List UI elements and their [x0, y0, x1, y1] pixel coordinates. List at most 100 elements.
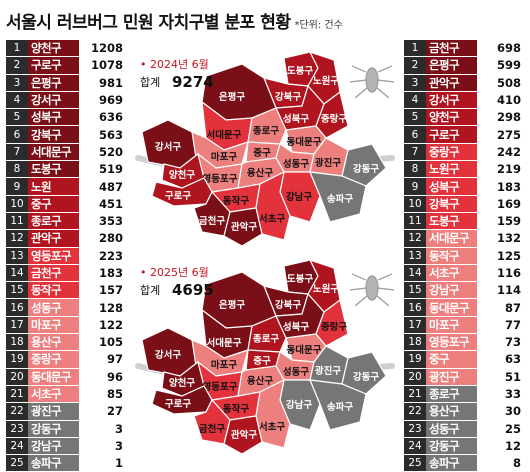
row-rank: 9	[6, 177, 28, 196]
row-name: 도봉구	[426, 212, 477, 231]
row-value: 116	[477, 264, 524, 283]
row-value: 508	[477, 74, 524, 92]
row-rank: 17	[404, 316, 426, 335]
table-row: 20 광진구 51	[404, 368, 524, 386]
map-total-value: 4695	[172, 281, 214, 299]
row-rank: 18	[404, 333, 426, 352]
map-period-label: • 2024년 6월	[140, 58, 209, 71]
row-name: 노원	[28, 177, 79, 196]
row-value: 280	[79, 229, 126, 248]
map-total-label: 합계	[140, 76, 160, 89]
district-5	[315, 298, 349, 347]
row-value: 219	[477, 160, 524, 179]
row-name: 영등포구	[28, 247, 79, 265]
seoul-maps: 도봉구 노원구 강북구 은평구 성북구 중랑구 서대문구 종로구 동대문구 강서구 마포구 중구 성동구…	[130, 40, 402, 466]
table-row: 8 도봉구 519	[6, 160, 126, 179]
row-value: 27	[79, 402, 126, 421]
district-label: 영등포구	[203, 381, 238, 393]
row-value: 1208	[79, 40, 126, 58]
district-7	[247, 107, 287, 145]
row-rank: 16	[6, 298, 28, 317]
district-label: 강서구	[155, 141, 181, 153]
row-name: 광진구	[426, 368, 477, 386]
district-label: 구로구	[165, 399, 191, 410]
table-row: 19 중구 63	[404, 350, 524, 369]
row-name: 중랑구	[426, 143, 477, 162]
row-rank: 22	[6, 402, 28, 421]
district-label: 강남구	[286, 191, 312, 203]
table-row: 4 강서구 410	[404, 91, 524, 110]
map-total-value: 9274	[172, 73, 214, 91]
row-name: 마포구	[426, 316, 477, 335]
chart-title: 서울시 러브버그 민원 자치구별 분포 현황 *단위: 건수	[6, 8, 343, 33]
table-row: 22 용산구 30	[404, 402, 524, 421]
district-label: 성북구	[283, 113, 309, 125]
row-value: 519	[79, 160, 126, 179]
district-label: 강북구	[275, 299, 301, 311]
table-row: 3 은평구 981	[6, 74, 126, 92]
district-label: 서초구	[259, 421, 285, 433]
district-label: 관악구	[231, 429, 257, 441]
district-label: 관악구	[231, 221, 257, 233]
row-rank: 19	[404, 350, 426, 369]
row-rank: 11	[6, 212, 28, 231]
row-rank: 5	[6, 108, 28, 127]
row-value: 114	[477, 281, 524, 300]
row-name: 동대문구	[28, 368, 79, 386]
table-row: 21 종로구 33	[404, 385, 524, 404]
table-row: 12 관악구 280	[6, 229, 126, 248]
row-rank: 19	[6, 350, 28, 369]
row-value: 51	[477, 368, 524, 386]
row-value: 3	[79, 437, 126, 456]
row-rank: 17	[6, 316, 28, 335]
district-label: 종로구	[253, 126, 279, 137]
row-rank: 3	[6, 74, 28, 92]
row-name: 중구	[28, 195, 79, 213]
table-row: 13 영등포구 223	[6, 247, 126, 265]
row-name: 성북구	[426, 177, 477, 196]
row-value: 242	[477, 143, 524, 162]
row-value: 636	[79, 108, 126, 127]
district-label: 종로구	[253, 334, 279, 345]
district-5	[315, 90, 349, 139]
district-label: 중랑구	[321, 321, 347, 333]
row-value: 1078	[79, 56, 126, 75]
district-label: 성동구	[283, 158, 309, 170]
table-row: 4 강서구 969	[6, 91, 126, 110]
table-row: 7 서대문구 520	[6, 143, 126, 162]
row-rank: 15	[404, 281, 426, 300]
table-row: 13 동작구 125	[404, 247, 524, 265]
row-value: 122	[79, 316, 126, 335]
row-value: 599	[477, 56, 524, 75]
row-rank: 20	[6, 368, 28, 386]
row-rank: 6	[6, 125, 28, 144]
row-name: 마포구	[28, 316, 79, 335]
row-value: 698	[477, 40, 524, 58]
row-rank: 23	[6, 420, 28, 438]
row-rank: 10	[404, 195, 426, 213]
district-label: 강동구	[353, 163, 379, 175]
table-row: 9 성북구 183	[404, 177, 524, 196]
district-label: 중구	[253, 148, 271, 159]
table-row: 23 성동구 25	[404, 420, 524, 438]
row-name: 서대문구	[28, 143, 79, 162]
table-row: 22 광진구 27	[6, 402, 126, 421]
row-rank: 4	[6, 91, 28, 110]
row-name: 구로구	[426, 125, 477, 144]
table-row: 2 구로구 1078	[6, 56, 126, 75]
table-row: 12 서대문구 132	[404, 229, 524, 248]
district-label: 광진구	[315, 157, 341, 169]
row-rank: 9	[404, 177, 426, 196]
row-name: 강동구	[28, 420, 79, 438]
row-value: 169	[477, 195, 524, 213]
district-24	[223, 415, 263, 455]
lovebug-illustration-icon	[349, 65, 395, 99]
row-rank: 25	[6, 454, 28, 472]
row-name: 노원구	[426, 160, 477, 179]
district-label: 동작구	[223, 403, 249, 415]
row-name: 성북구	[28, 108, 79, 127]
row-value: 77	[477, 316, 524, 335]
district-21	[309, 379, 367, 431]
row-value: 520	[79, 143, 126, 162]
